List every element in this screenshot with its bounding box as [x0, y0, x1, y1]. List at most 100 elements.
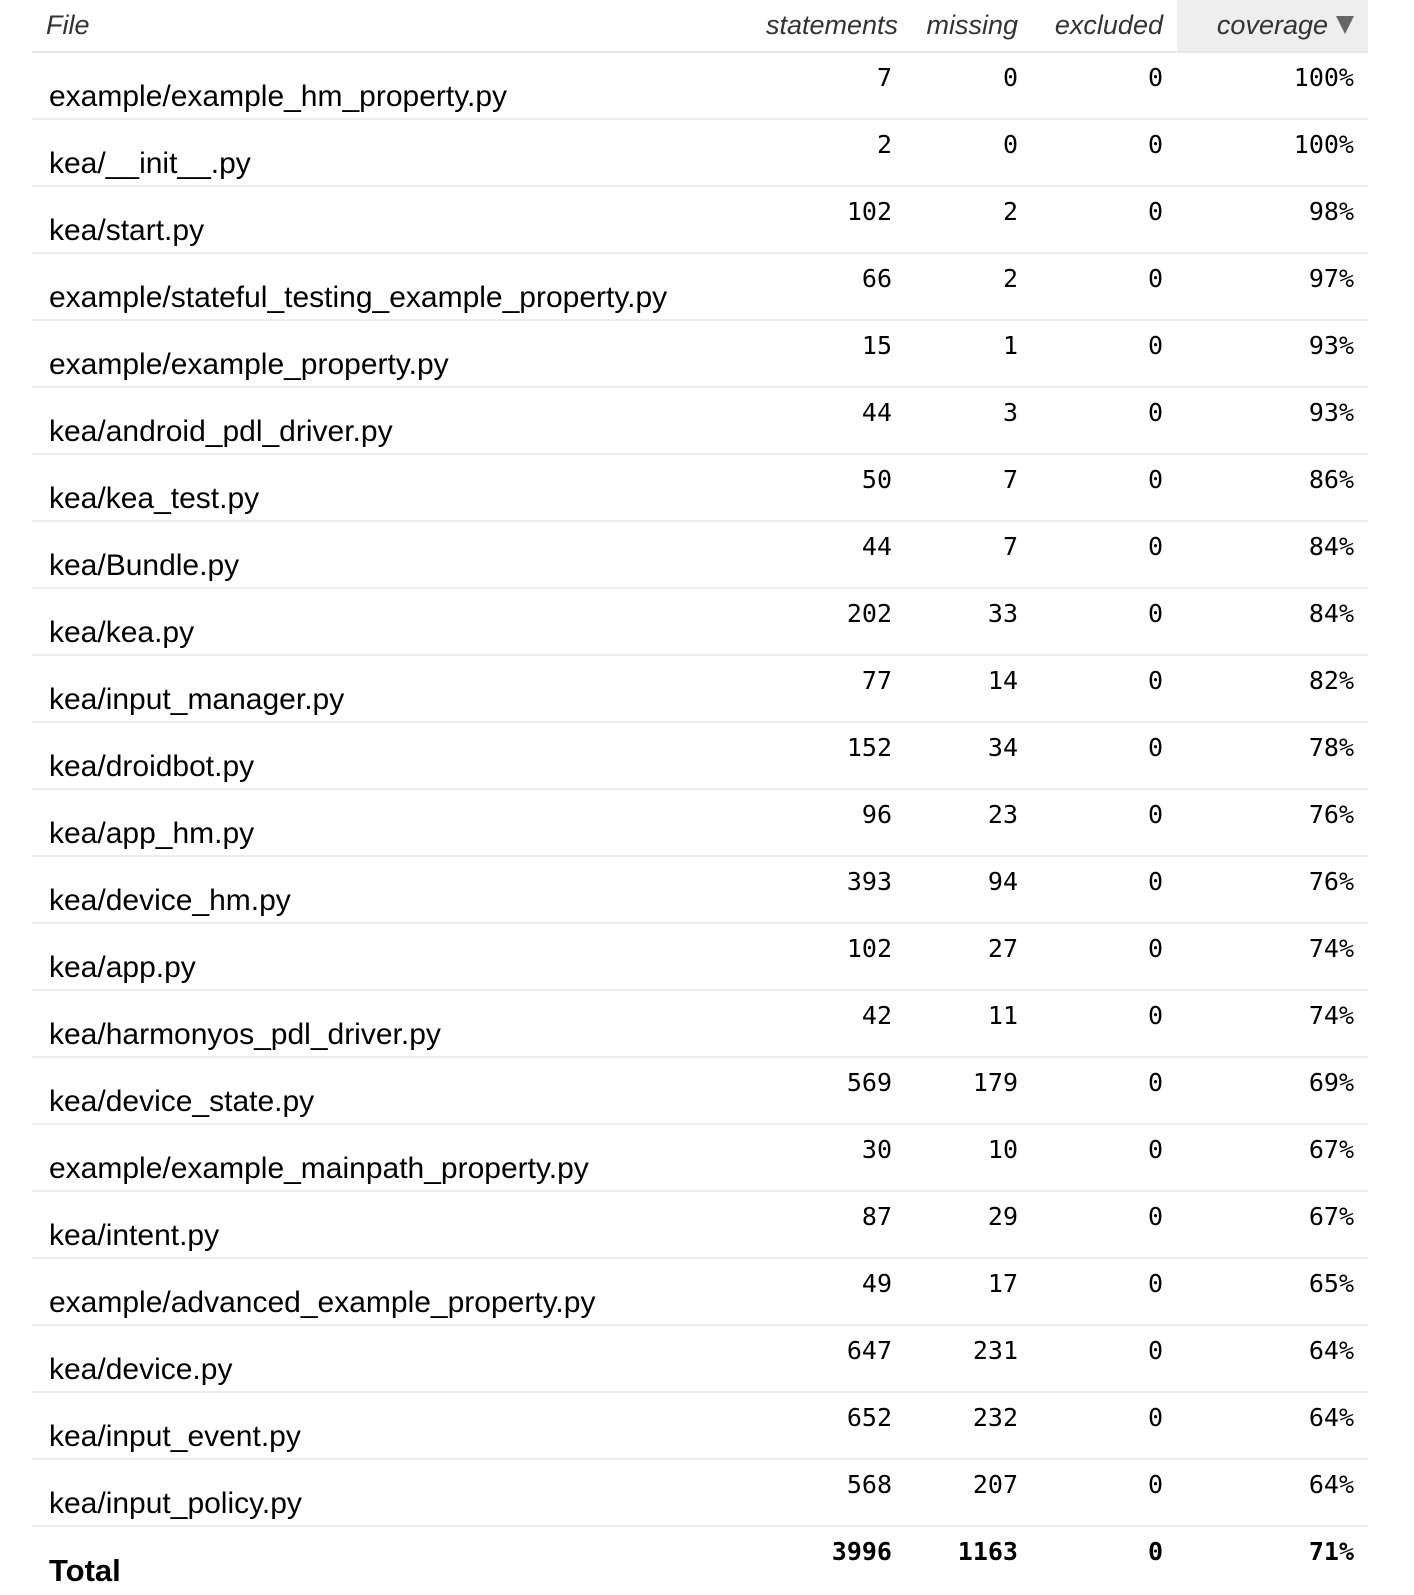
coverage-cell: 97%: [1177, 253, 1368, 321]
statements-cell: 49: [752, 1258, 906, 1326]
excluded-cell: 0: [1032, 856, 1177, 924]
table-row[interactable]: kea/harmonyos_pdl_driver.py 42 11 0 74%: [32, 990, 1368, 1058]
table-row[interactable]: kea/input_event.py 652 232 0 64%: [32, 1392, 1368, 1460]
file-link[interactable]: kea/kea.py: [32, 588, 752, 656]
missing-cell: 11: [906, 990, 1032, 1058]
statements-cell: 152: [752, 722, 906, 790]
table-row[interactable]: kea/__init__.py 2 0 0 100%: [32, 119, 1368, 187]
coverage-cell: 78%: [1177, 722, 1368, 790]
missing-cell: 207: [906, 1459, 1032, 1527]
statements-cell: 15: [752, 320, 906, 388]
table-row[interactable]: kea/app.py 102 27 0 74%: [32, 923, 1368, 991]
table-row[interactable]: example/example_mainpath_property.py 30 10…: [32, 1124, 1368, 1192]
file-link[interactable]: example/stateful_testing_example_propert…: [32, 253, 752, 321]
missing-cell: 0: [906, 52, 1032, 120]
coverage-cell: 98%: [1177, 186, 1368, 254]
excluded-cell: 0: [1032, 655, 1177, 723]
statements-cell: 102: [752, 923, 906, 991]
statements-cell: 102: [752, 186, 906, 254]
excluded-cell: 0: [1032, 1459, 1177, 1527]
file-link[interactable]: kea/input_policy.py: [32, 1459, 752, 1527]
column-header-file[interactable]: File: [32, 0, 752, 53]
excluded-cell: 0: [1032, 923, 1177, 991]
column-header-statements[interactable]: statements: [752, 0, 906, 53]
file-link[interactable]: example/example_mainpath_property.py: [32, 1124, 752, 1192]
table-row[interactable]: example/example_hm_property.py 7 0 0 100%: [32, 52, 1368, 120]
missing-cell: 17: [906, 1258, 1032, 1326]
file-link[interactable]: kea/Bundle.py: [32, 521, 752, 589]
table-row[interactable]: example/advanced_example_property.py 49 17…: [32, 1258, 1368, 1326]
file-link[interactable]: kea/device_state.py: [32, 1057, 752, 1125]
missing-cell: 179: [906, 1057, 1032, 1125]
coverage-cell: 64%: [1177, 1325, 1368, 1393]
statements-cell: 44: [752, 387, 906, 455]
file-link[interactable]: example/example_hm_property.py: [32, 52, 752, 120]
file-link[interactable]: kea/intent.py: [32, 1191, 752, 1259]
statements-cell: 77: [752, 655, 906, 723]
table-row[interactable]: example/example_property.py 15 1 0 93%: [32, 320, 1368, 388]
file-link[interactable]: kea/app.py: [32, 923, 752, 991]
file-link[interactable]: kea/input_manager.py: [32, 655, 752, 723]
file-link[interactable]: example/advanced_example_property.py: [32, 1258, 752, 1326]
excluded-cell: 0: [1032, 588, 1177, 656]
table-row[interactable]: kea/device.py 647 231 0 64%: [32, 1325, 1368, 1393]
excluded-cell: 0: [1032, 1325, 1177, 1393]
statements-cell: 647: [752, 1325, 906, 1393]
table-row[interactable]: kea/input_policy.py 568 207 0 64%: [32, 1459, 1368, 1527]
column-header-excluded[interactable]: excluded: [1032, 0, 1177, 53]
file-link[interactable]: kea/__init__.py: [32, 119, 752, 187]
file-link[interactable]: example/example_property.py: [32, 320, 752, 388]
total-excluded: 0: [1147, 1537, 1163, 1566]
total-missing: 1163: [957, 1537, 1018, 1566]
coverage-cell: 93%: [1177, 387, 1368, 455]
missing-cell: 2: [906, 186, 1032, 254]
statements-cell: 30: [752, 1124, 906, 1192]
statements-cell: 568: [752, 1459, 906, 1527]
statements-cell: 42: [752, 990, 906, 1058]
table-row[interactable]: kea/intent.py 87 29 0 67%: [32, 1191, 1368, 1259]
table-row[interactable]: kea/start.py 102 2 0 98%: [32, 186, 1368, 254]
file-link[interactable]: kea/android_pdl_driver.py: [32, 387, 752, 455]
file-link[interactable]: kea/droidbot.py: [32, 722, 752, 790]
excluded-cell: 0: [1032, 1057, 1177, 1125]
file-link[interactable]: kea/harmonyos_pdl_driver.py: [32, 990, 752, 1058]
column-header-missing-label: missing: [926, 10, 1018, 40]
excluded-cell: 0: [1032, 52, 1177, 120]
excluded-cell: 0: [1032, 1392, 1177, 1460]
missing-cell: 94: [906, 856, 1032, 924]
missing-cell: 2: [906, 253, 1032, 321]
missing-cell: 27: [906, 923, 1032, 991]
coverage-cell: 74%: [1177, 990, 1368, 1058]
excluded-cell: 0: [1032, 119, 1177, 187]
total-coverage: 71%: [1308, 1537, 1354, 1566]
table-row[interactable]: kea/kea_test.py 50 7 0 86%: [32, 454, 1368, 522]
missing-cell: 232: [906, 1392, 1032, 1460]
table-row[interactable]: kea/app_hm.py 96 23 0 76%: [32, 789, 1368, 857]
table-row[interactable]: kea/device_state.py 569 179 0 69%: [32, 1057, 1368, 1125]
column-header-statements-label: statements: [766, 10, 899, 40]
table-row[interactable]: kea/kea.py 202 33 0 84%: [32, 588, 1368, 656]
table-row[interactable]: kea/Bundle.py 44 7 0 84%: [32, 521, 1368, 589]
column-header-missing[interactable]: missing: [906, 0, 1032, 53]
statements-cell: 2: [752, 119, 906, 187]
table-row[interactable]: kea/android_pdl_driver.py 44 3 0 93%: [32, 387, 1368, 455]
missing-cell: 0: [906, 119, 1032, 187]
file-link[interactable]: kea/device_hm.py: [32, 856, 752, 924]
table-row[interactable]: kea/input_manager.py 77 14 0 82%: [32, 655, 1368, 723]
missing-cell: 3: [906, 387, 1032, 455]
file-link[interactable]: kea/start.py: [32, 186, 752, 254]
file-link[interactable]: kea/app_hm.py: [32, 789, 752, 857]
coverage-cell: 76%: [1177, 789, 1368, 857]
file-link[interactable]: kea/kea_test.py: [32, 454, 752, 522]
excluded-cell: 0: [1032, 789, 1177, 857]
file-link[interactable]: kea/device.py: [32, 1325, 752, 1393]
table-row[interactable]: example/stateful_testing_example_propert…: [32, 253, 1368, 321]
column-header-coverage[interactable]: coverage: [1177, 0, 1368, 53]
table-row[interactable]: kea/device_hm.py 393 94 0 76%: [32, 856, 1368, 924]
file-link[interactable]: kea/input_event.py: [32, 1392, 752, 1460]
coverage-cell: 100%: [1177, 119, 1368, 187]
statements-cell: 87: [752, 1191, 906, 1259]
table-row[interactable]: kea/droidbot.py 152 34 0 78%: [32, 722, 1368, 790]
sort-descending-icon: [1336, 15, 1354, 34]
excluded-cell: 0: [1032, 1191, 1177, 1259]
